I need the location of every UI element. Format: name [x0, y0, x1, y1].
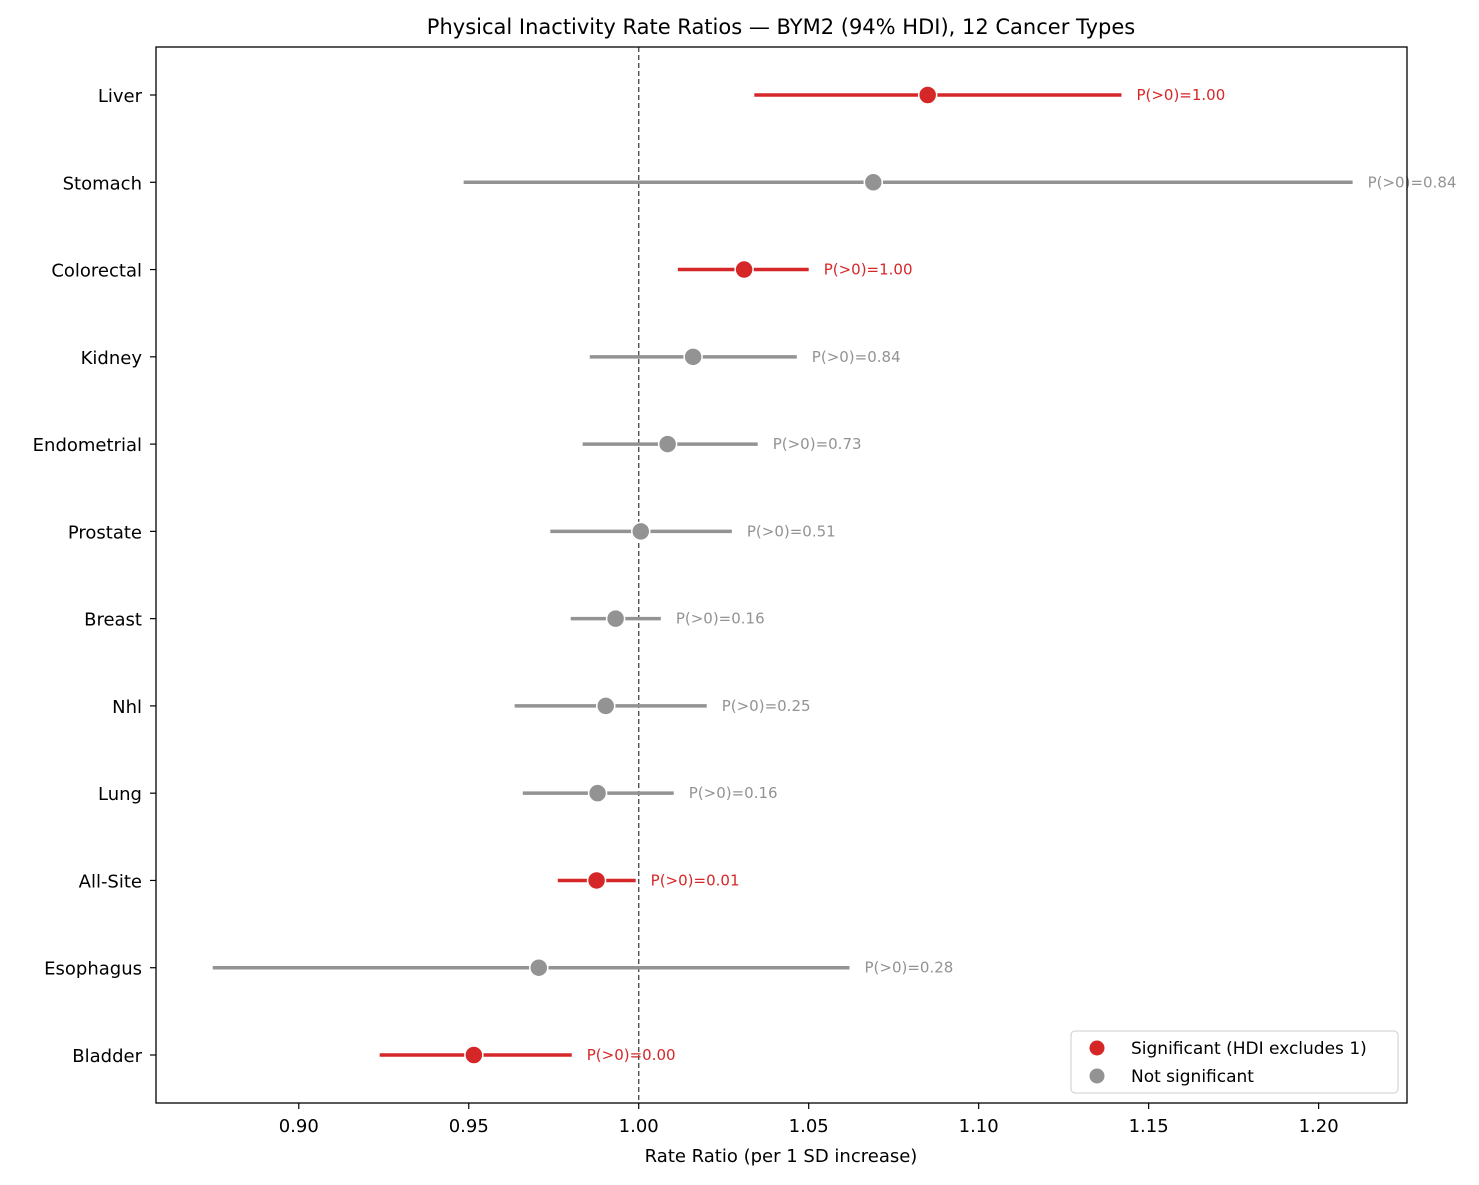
plot-frame	[155, 46, 1408, 1104]
chart-title: Physical Inactivity Rate Ratios — BYM2 (…	[427, 15, 1135, 39]
probability-annotation: P(>0)=1.00	[824, 261, 913, 279]
x-tick-label: 0.90	[279, 1116, 319, 1137]
probability-annotation: P(>0)=0.16	[676, 610, 765, 628]
point-estimate	[595, 696, 616, 716]
legend-marker-not-significant	[1089, 1068, 1105, 1084]
probability-annotation: P(>0)=0.28	[864, 959, 953, 977]
y-tick-label: All-Site	[79, 871, 142, 892]
legend-box	[1070, 1030, 1399, 1094]
probability-annotation: P(>0)=0.51	[747, 522, 836, 540]
y-tick-label: Breast	[84, 610, 142, 631]
point-estimate	[734, 259, 754, 280]
probability-annotation: P(>0)=0.73	[773, 435, 862, 453]
x-tick-label: 1.15	[1129, 1116, 1169, 1137]
y-tick-label: Lung	[98, 784, 142, 805]
point-estimate	[683, 347, 703, 367]
probability-annotation: P(>0)=0.25	[722, 697, 811, 715]
probability-annotation: P(>0)=1.00	[1136, 86, 1225, 104]
probability-annotation: P(>0)=0.16	[689, 784, 778, 802]
legend-label: Significant (HDI excludes 1)	[1131, 1039, 1367, 1059]
legend-label: Not significant	[1131, 1067, 1254, 1087]
y-tick-label: Liver	[98, 86, 143, 107]
probability-annotation: P(>0)=0.84	[812, 348, 901, 366]
x-tick-label: 1.10	[959, 1116, 999, 1137]
y-tick-label: Endometrial	[33, 435, 142, 456]
point-estimate	[464, 1045, 484, 1065]
y-tick-label: Nhl	[112, 697, 142, 718]
point-estimate	[917, 85, 938, 105]
point-estimate	[605, 608, 626, 629]
x-tick-label: 1.05	[789, 1116, 829, 1137]
point-estimate	[863, 172, 884, 193]
probability-annotation: P(>0)=0.01	[651, 871, 740, 889]
legend-marker-significant	[1089, 1040, 1105, 1056]
x-axis-label: Rate Ratio (per 1 SD increase)	[645, 1146, 918, 1167]
point-estimate	[587, 783, 608, 803]
y-tick-label: Colorectal	[51, 261, 142, 282]
point-estimate	[657, 434, 678, 454]
probability-annotation: P(>0)=0.84	[1368, 173, 1457, 191]
y-tick-label: Esophagus	[44, 959, 142, 980]
point-estimate	[586, 870, 607, 891]
y-tick-label: Bladder	[72, 1046, 142, 1067]
x-tick-label: 1.00	[619, 1116, 659, 1137]
probability-annotation: P(>0)=0.00	[587, 1046, 676, 1064]
y-tick-label: Kidney	[81, 348, 143, 369]
point-estimate	[631, 521, 651, 542]
x-tick-label: 1.20	[1299, 1116, 1339, 1137]
y-tick-label: Stomach	[63, 173, 142, 194]
point-estimate	[529, 957, 549, 978]
x-tick-label: 0.95	[449, 1116, 489, 1137]
y-tick-label: Prostate	[68, 522, 142, 543]
